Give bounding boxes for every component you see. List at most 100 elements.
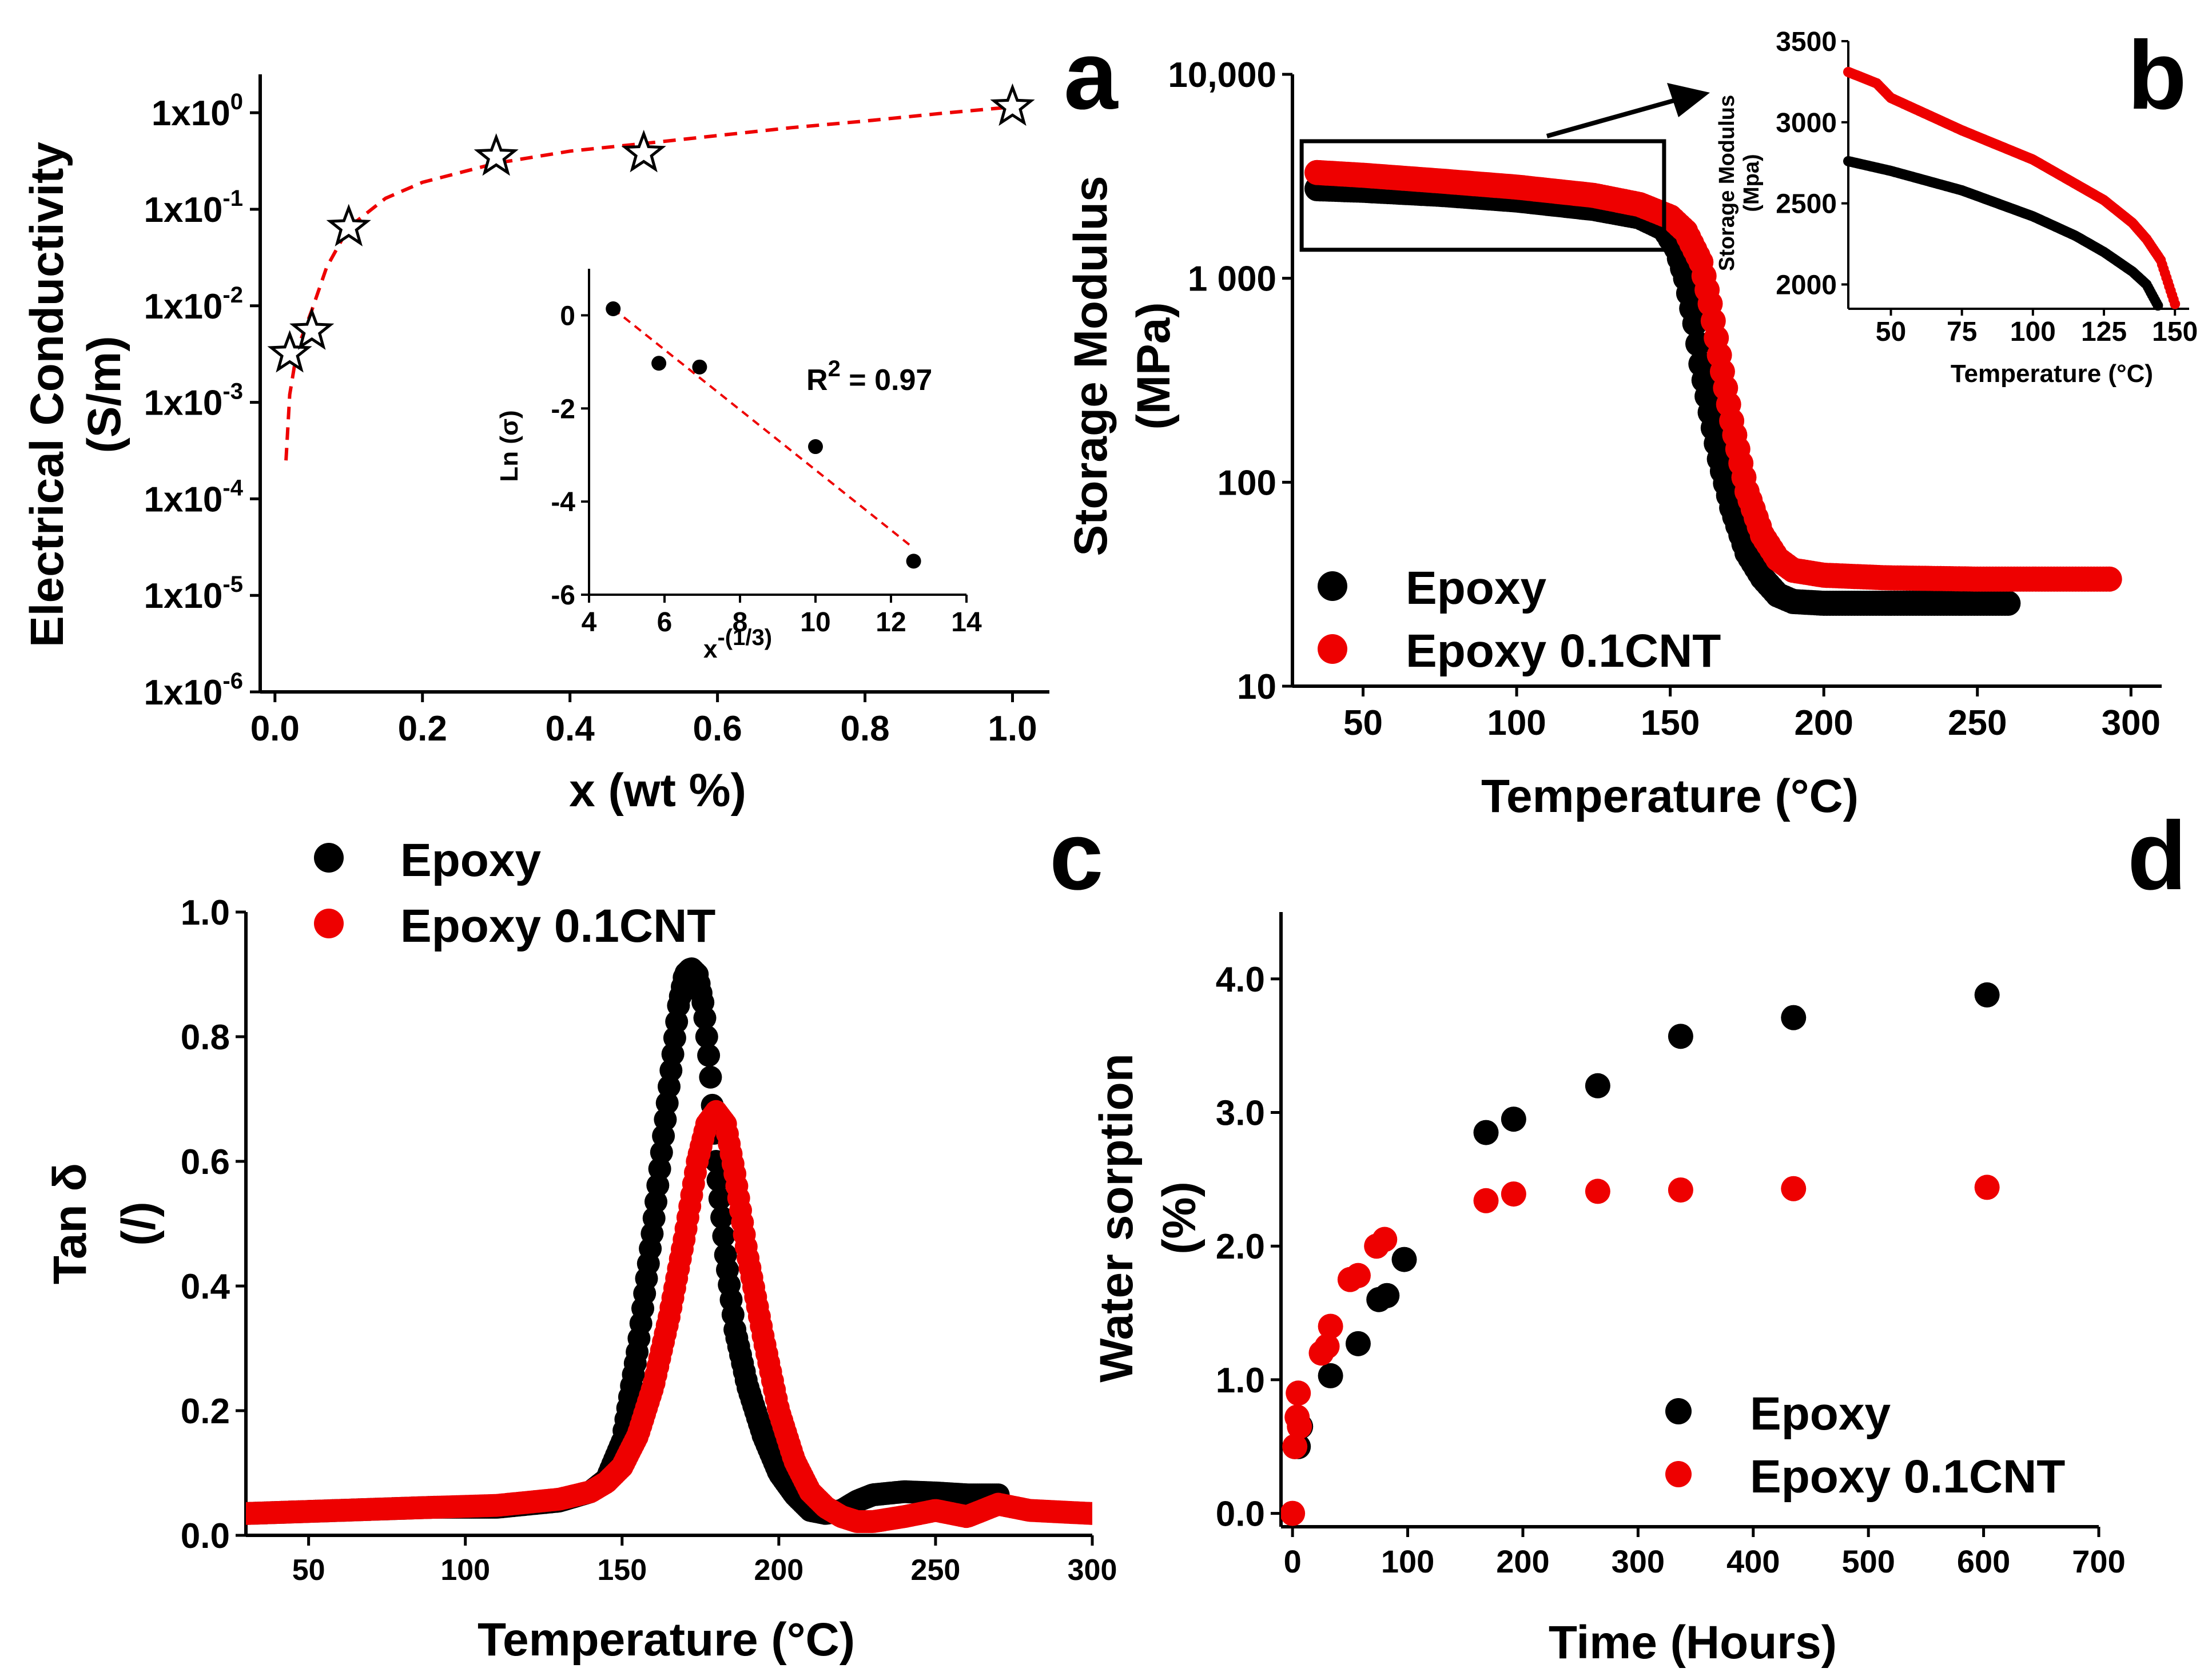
panel-b-ticks: 50 100 150 200 250 300 10 100 1 000 10,000 bbox=[1168, 55, 2161, 743]
panel-c-x-tick-label: 300 bbox=[1068, 1554, 1117, 1587]
panel-d-epoxy-point bbox=[1974, 982, 2000, 1008]
panel-b-x-tick-label: 100 bbox=[1487, 703, 1546, 743]
panel-d-epoxy-point bbox=[1391, 1247, 1417, 1272]
panel-d-cnt-point bbox=[1473, 1188, 1499, 1213]
panel-b-y-tick-label: 10,000 bbox=[1168, 55, 1276, 95]
panel-d-cnt-point bbox=[1501, 1181, 1526, 1207]
panel-b-inset-axes bbox=[1847, 41, 2189, 310]
panel-a-y-tick-label: 1x10-6 bbox=[144, 668, 243, 712]
panel-c-axes bbox=[244, 912, 1092, 1537]
panel-a-inset-point bbox=[651, 356, 667, 371]
panel-b-inset-y-label-line2: (Mpa) bbox=[1740, 154, 1764, 212]
panel-a-x-tick-label: 0.4 bbox=[546, 709, 595, 749]
panel-b-zoom-rect bbox=[1299, 139, 1666, 252]
panel-b-inset-x-tick-label: 150 bbox=[2152, 317, 2198, 347]
panel-c-y-tick-label: 0.0 bbox=[181, 1516, 230, 1556]
panel-c-legend: Epoxy Epoxy 0.1CNT bbox=[314, 834, 715, 952]
panel-b-inset-cnt-point bbox=[2170, 298, 2181, 309]
panel-b-letter: b bbox=[2127, 21, 2187, 130]
panel-b-zoom-arrow-line bbox=[1546, 98, 1677, 138]
panel-b-x-tick-label: 150 bbox=[1641, 703, 1700, 743]
panel-a-star-point bbox=[621, 129, 666, 173]
panel-c-y-tick-label: 0.4 bbox=[181, 1267, 230, 1307]
panel-a-y-tick-label: 1x10-3 bbox=[144, 379, 243, 423]
panel-c-series bbox=[246, 957, 1092, 1533]
panel-b-legend: Epoxy Epoxy 0.1CNT bbox=[1318, 562, 1721, 677]
panel-b-y-label-line2: (MPa) bbox=[1128, 302, 1180, 429]
panel-c-epoxy-point bbox=[699, 1065, 722, 1089]
panel-d-y-tick-label: 0.0 bbox=[1216, 1495, 1265, 1534]
panel-b-y-tick-label: 100 bbox=[1218, 463, 1276, 503]
panel-d-x-tick-label: 700 bbox=[2072, 1543, 2125, 1579]
panel-a-x-ticks: 0.0 0.2 0.4 0.6 0.8 1.0 bbox=[250, 692, 1037, 749]
panel-d-epoxy-point bbox=[1501, 1106, 1526, 1132]
panel-a-inset-ticks: 4 6 8 10 12 14 0 -2 -4 -6 bbox=[551, 301, 982, 638]
panel-d-legend-epoxy-marker bbox=[1665, 1398, 1692, 1424]
panel-a-star-point bbox=[289, 307, 335, 350]
panel-d-x-tick-label: 200 bbox=[1496, 1543, 1549, 1579]
panel-b-cnt-point bbox=[2096, 566, 2122, 592]
panel-b-inset-y-tick-label: 3000 bbox=[1776, 108, 1837, 138]
panel-a-x-label: x (wt %) bbox=[569, 765, 746, 817]
panel-d-legend-cnt-marker bbox=[1665, 1461, 1692, 1487]
panel-c-x-label: Temperature (°C) bbox=[478, 1614, 855, 1666]
panel-d-cnt-point bbox=[1585, 1179, 1610, 1204]
panel-b-inset-x-tick-label: 100 bbox=[2010, 317, 2056, 347]
panel-b-x-tick-label: 300 bbox=[2102, 703, 2161, 743]
panel-a-letter: a bbox=[1064, 21, 1119, 130]
panel-b-legend-epoxy-marker bbox=[1318, 571, 1347, 601]
panel-a-inset-fit-segment bbox=[612, 308, 914, 550]
panel-d-legend: Epoxy Epoxy 0.1CNT bbox=[1665, 1388, 2065, 1503]
panel-c-y-label-line2: (/) bbox=[113, 1201, 165, 1245]
panel-b-x-tick-label: 250 bbox=[1948, 703, 2007, 743]
panel-d-epoxy-point bbox=[1318, 1363, 1343, 1388]
panel-c-letter: c bbox=[1049, 802, 1104, 910]
panel-d-cnt-point bbox=[1345, 1263, 1371, 1288]
panel-a-inset: 4 6 8 10 12 14 0 -2 -4 -6 x-(1/3) Ln (σ) R2 = 0.9… bbox=[495, 269, 982, 663]
panel-b-epoxy-point bbox=[1682, 310, 1708, 336]
panel-d-series bbox=[1281, 982, 2000, 1526]
panel-b-inset-y-tick-label: 2000 bbox=[1776, 270, 1837, 300]
panel-c-y-label-line1: Tan δ bbox=[44, 1163, 96, 1284]
panel-a-x-tick-label: 0.0 bbox=[250, 709, 300, 749]
panel-b-inset-x-tick-label: 50 bbox=[1876, 317, 1906, 347]
panel-a-inset-x-tick-label: 14 bbox=[951, 607, 982, 638]
panel-d-x-tick-label: 0 bbox=[1284, 1543, 1302, 1579]
panel-a-inset-axes bbox=[588, 269, 966, 596]
panel-c-x-tick-label: 150 bbox=[597, 1554, 647, 1587]
panel-b-zoom-arrow-head bbox=[1667, 83, 1710, 117]
panel-d-cnt-point bbox=[1314, 1333, 1340, 1359]
panel-d-cnt-point bbox=[1286, 1380, 1311, 1406]
panel-a-inset-y-tick-label: -2 bbox=[551, 394, 575, 424]
panel-b-series bbox=[1304, 160, 2122, 616]
panel-b-inset-y-tick-label: 2500 bbox=[1776, 189, 1837, 220]
panel-a-x-tick-label: 0.6 bbox=[693, 709, 742, 749]
panel-b-inset-series bbox=[1843, 66, 2181, 311]
panel-a-inset-points bbox=[606, 301, 921, 569]
panel-d-cnt-point bbox=[1287, 1414, 1312, 1439]
panel-a-star-point bbox=[326, 204, 371, 246]
panel-a-y-tick-label: 1x10-4 bbox=[144, 475, 243, 519]
panel-a-y-tick-label: 1x10-2 bbox=[144, 282, 243, 327]
panel-d-x-tick-label: 400 bbox=[1726, 1543, 1780, 1579]
panel-d-cnt-point bbox=[1781, 1176, 1807, 1201]
panel-d-x-tick-label: 100 bbox=[1381, 1543, 1434, 1579]
panel-c-epoxy-point bbox=[708, 1187, 731, 1211]
panel-a-inset-x-label: x-(1/3) bbox=[703, 625, 772, 663]
panel-b-zoom-box bbox=[1299, 83, 1710, 252]
panel-d-cnt-point bbox=[1282, 1434, 1308, 1459]
panel-a-inset-x-tick-label: 4 bbox=[582, 607, 597, 638]
panel-d-cnt-point bbox=[1372, 1227, 1398, 1252]
panel-d-cnt-point bbox=[1281, 1500, 1306, 1526]
panel-d-epoxy-point bbox=[1473, 1120, 1499, 1145]
panel-a-inset-point bbox=[808, 439, 823, 455]
panel-b-x-tick-label: 200 bbox=[1794, 703, 1853, 743]
panel-c-cnt-point bbox=[1081, 1502, 1092, 1525]
panel-b-inset-epoxy-point bbox=[2153, 300, 2163, 311]
panel-a-y-tick-label: 1x100 bbox=[152, 89, 243, 133]
panel-a-inset-point bbox=[906, 554, 921, 569]
panel-c-legend-epoxy-marker bbox=[314, 843, 344, 873]
panel-a-y-ticks: 1x10-6 1x10-5 1x10-4 1x10-3 1x10-2 1x10-1 1x10… bbox=[144, 89, 260, 712]
panel-a-inset-x-tick-label: 8 bbox=[733, 607, 748, 638]
panel-b-inset-y-label-line1: Storage Modulus bbox=[1715, 95, 1739, 271]
